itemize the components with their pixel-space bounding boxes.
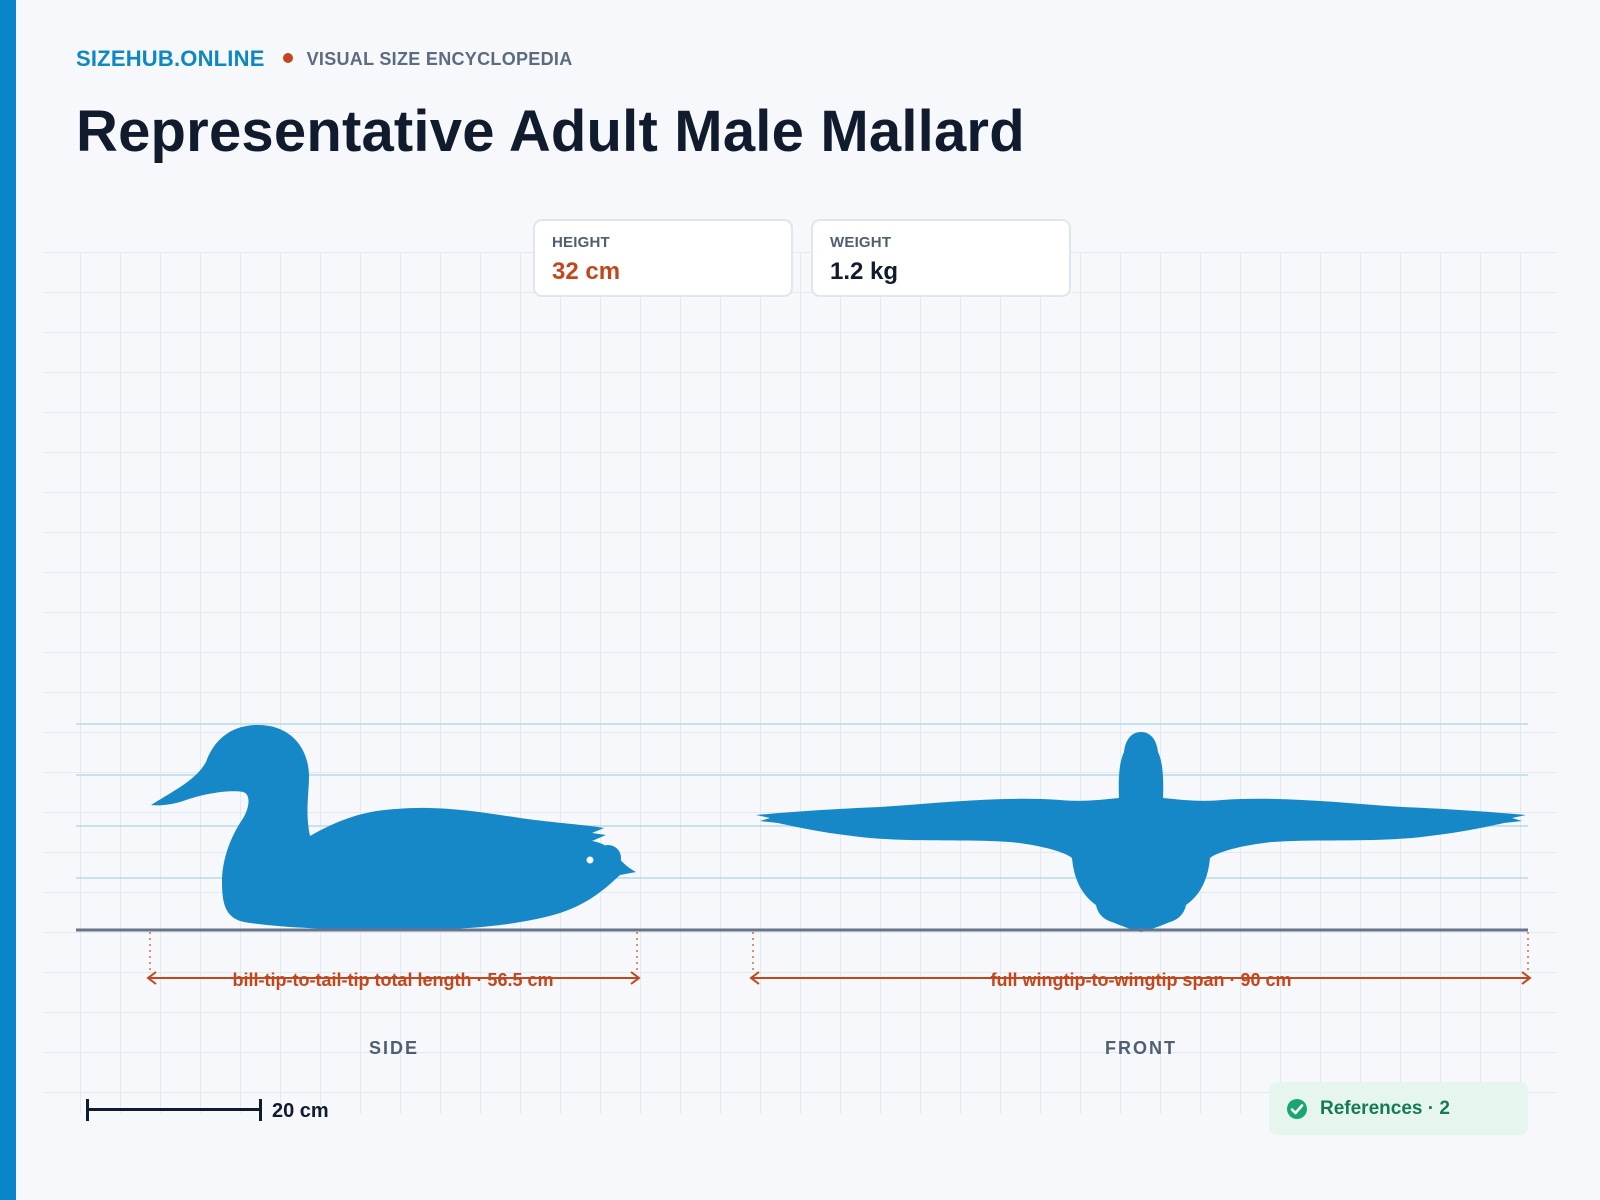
arrowhead-left bbox=[749, 971, 760, 985]
brand-link[interactable]: SIZEHUB.ONLINE bbox=[76, 46, 265, 71]
dimension-extensions bbox=[149, 932, 1529, 970]
accent-bar bbox=[0, 0, 16, 1200]
arrowhead-right bbox=[1521, 971, 1532, 985]
scale-bar-line bbox=[86, 1108, 262, 1111]
arrowhead-left bbox=[146, 971, 157, 985]
weight-value: 1.2 kg bbox=[830, 258, 899, 285]
references-label: References · 2 bbox=[1320, 1097, 1450, 1119]
front-view-label: FRONT bbox=[1105, 1038, 1177, 1058]
front-dimension-arrow bbox=[749, 971, 1532, 985]
side-dimension-arrow bbox=[146, 971, 641, 985]
separator-dot bbox=[282, 53, 293, 63]
scale-bar-label: 20 cm bbox=[272, 1100, 329, 1122]
side-dimension-label: bill-tip-to-tail-tip total length · 56.5… bbox=[233, 970, 554, 990]
height-value: 32 cm bbox=[552, 258, 621, 285]
side-silhouette bbox=[151, 724, 636, 930]
references-button[interactable]: References · 2 bbox=[1269, 1082, 1528, 1135]
front-dimension-label: full wingtip-to-wingtip span · 90 cm bbox=[991, 970, 1292, 990]
page-title: Representative Adult Male Mallard bbox=[76, 99, 1025, 164]
height-label: HEIGHT bbox=[552, 234, 610, 251]
check-circle-icon bbox=[1287, 1098, 1307, 1119]
tagline: VISUAL SIZE ENCYCLOPEDIA bbox=[306, 48, 573, 69]
brand-row: SIZEHUB.ONLINE VISUAL SIZE ENCYCLOPEDIA bbox=[76, 46, 573, 72]
arrowhead-right bbox=[630, 971, 641, 985]
tail-curl-inner bbox=[581, 851, 599, 869]
scale-bar bbox=[86, 1098, 262, 1122]
weight-label: WEIGHT bbox=[830, 234, 892, 251]
weight-card: WEIGHT 1.2 kg bbox=[811, 219, 1071, 297]
scale-bar-tick-left bbox=[86, 1099, 89, 1121]
side-view-label: SIDE bbox=[368, 1038, 420, 1058]
height-card: HEIGHT 32 cm bbox=[533, 219, 793, 297]
background-grid bbox=[44, 252, 1556, 1114]
front-silhouette bbox=[756, 732, 1526, 932]
scale-bar-tick-right bbox=[259, 1099, 262, 1121]
